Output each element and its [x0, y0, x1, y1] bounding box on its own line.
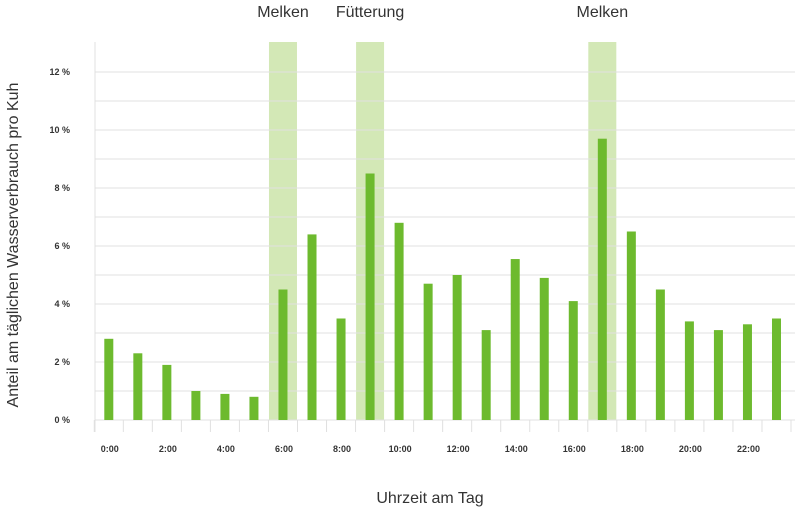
band-label: Melken [257, 4, 309, 21]
x-tick-label: 16:00 [563, 444, 586, 454]
x-tick-label: 12:00 [447, 444, 470, 454]
bar [742, 324, 752, 420]
bar [365, 173, 375, 420]
bar [162, 364, 172, 420]
y-tick-label: 0 % [54, 415, 70, 425]
bar [133, 353, 143, 420]
band-label: Fütterung [336, 4, 404, 21]
highlight-bands [268, 42, 617, 420]
band-label: Melken [577, 4, 629, 21]
bar [104, 338, 114, 420]
bar [626, 231, 636, 420]
x-axis-title: Uhrzeit am Tag [376, 490, 483, 507]
bar [684, 321, 694, 420]
bar [510, 259, 520, 420]
bar [655, 289, 665, 420]
x-tick-label: 8:00 [333, 444, 351, 454]
y-tick-label: 8 % [54, 183, 70, 193]
y-axis-title: Anteil am täglichen Wasserverbrauch pro … [5, 83, 22, 408]
x-tick-label: 20:00 [679, 444, 702, 454]
bar [539, 277, 549, 420]
bar [307, 234, 317, 420]
band-labels: Melken Fütterung Melken [257, 4, 628, 21]
x-tick-label: 6:00 [275, 444, 293, 454]
x-tick-label: 4:00 [217, 444, 235, 454]
x-tick-label: 18:00 [621, 444, 644, 454]
y-tick-label: 6 % [54, 241, 70, 251]
bar [423, 283, 433, 420]
bars [104, 138, 781, 420]
x-axis-tick-labels: 0:00 2:00 4:00 6:00 8:00 10:00 12:00 14:00 16:00… [101, 444, 760, 454]
x-tick-label: 2:00 [159, 444, 177, 454]
bar [713, 330, 723, 420]
bar [481, 330, 491, 420]
y-tick-label: 4 % [54, 299, 70, 309]
bar [597, 138, 607, 420]
y-tick-label: 2 % [54, 357, 70, 367]
bar [394, 222, 404, 420]
y-tick-label: 12 % [49, 67, 70, 77]
bar [249, 396, 259, 420]
x-tick-label: 14:00 [505, 444, 528, 454]
bar [568, 301, 578, 420]
y-tick-label: 10 % [49, 125, 70, 135]
bar [452, 275, 462, 420]
x-tick-label: 22:00 [737, 444, 760, 454]
y-axis-tick-labels: 0 % 2 % 4 % 6 % 8 % 10 % 12 % [49, 67, 70, 425]
bar [771, 318, 781, 420]
x-tick-label: 0:00 [101, 444, 119, 454]
bar [220, 393, 230, 420]
x-tick-label: 10:00 [389, 444, 412, 454]
grid-lines [93, 42, 795, 432]
bar [278, 289, 288, 420]
bar [336, 318, 346, 420]
bar [191, 391, 201, 420]
